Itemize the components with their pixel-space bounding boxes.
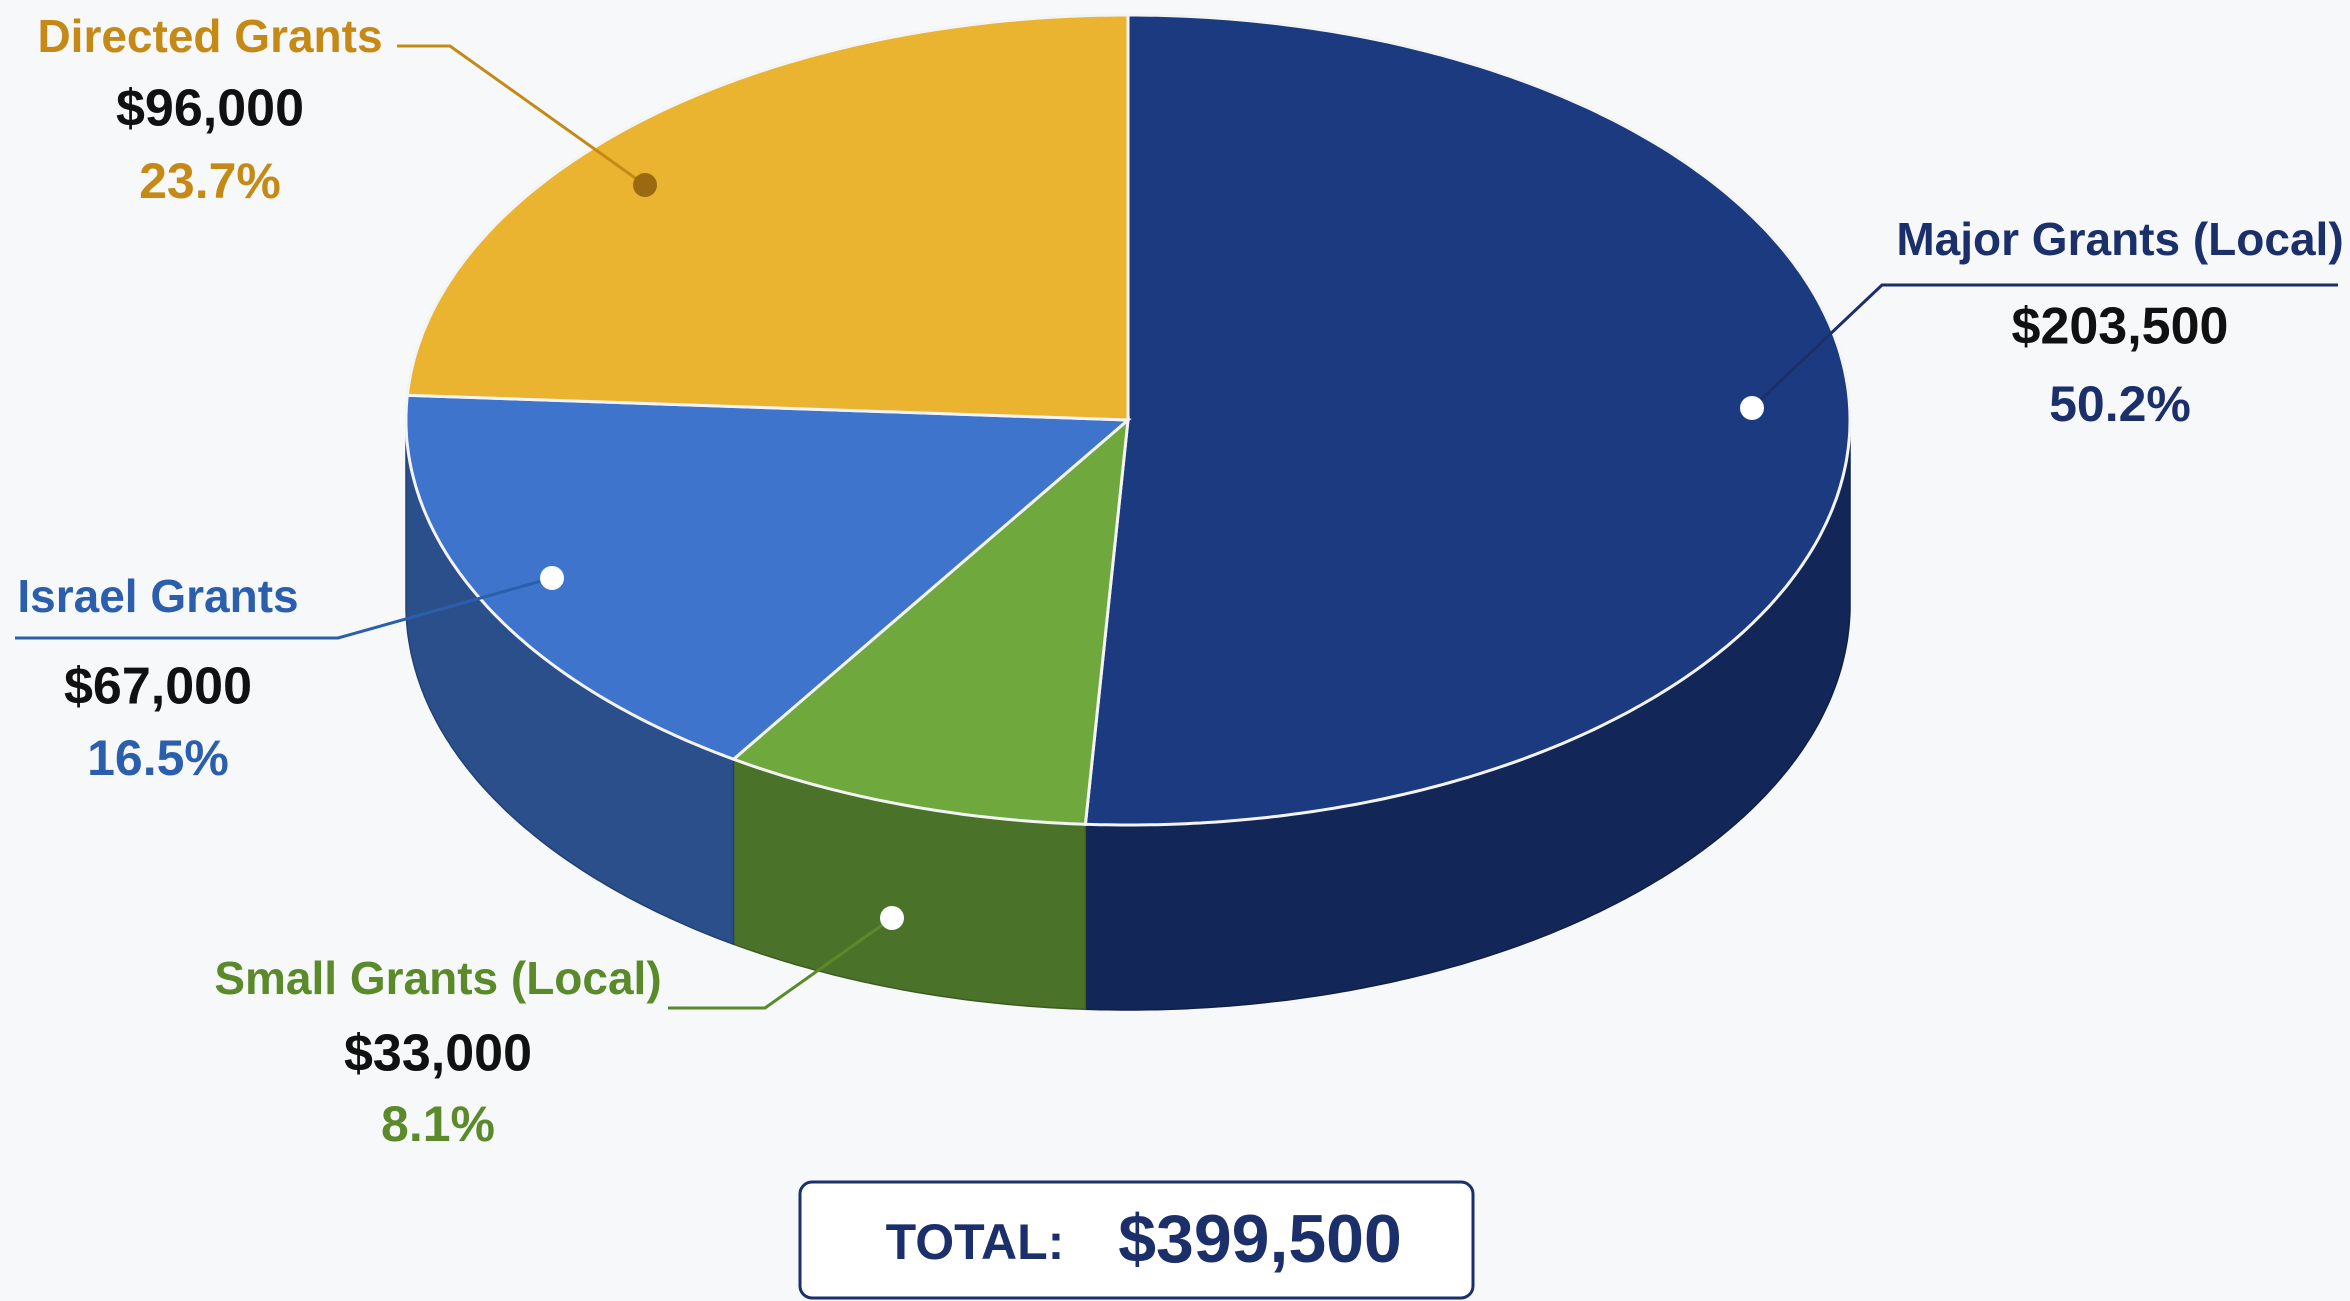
slice xyxy=(730,416,1130,826)
leader-line xyxy=(15,576,553,640)
total-box xyxy=(798,1180,1475,1300)
leader-dot xyxy=(540,566,564,590)
leader-line xyxy=(397,44,646,187)
slice-value: $203,500 xyxy=(2012,298,2229,356)
slice xyxy=(404,393,1132,761)
slice-name: Small Grants (Local) xyxy=(214,952,661,1004)
leader-dot xyxy=(880,906,904,930)
total-text: TOTAL: xyxy=(886,1214,1065,1270)
slice xyxy=(405,13,1130,422)
slice xyxy=(1083,13,1852,827)
slice-percent: 8.1% xyxy=(381,1096,495,1152)
slice-name: Directed Grants xyxy=(37,10,382,62)
slice-percent: 50.2% xyxy=(2049,376,2191,432)
leader-line xyxy=(668,916,893,1010)
leader-line xyxy=(1750,283,2338,410)
slice-value: $33,000 xyxy=(344,1025,532,1083)
slice-value: $67,000 xyxy=(64,658,252,716)
slice-value: $96,000 xyxy=(116,80,304,138)
slice-percent: 16.5% xyxy=(87,730,229,786)
slice-name: Israel Grants xyxy=(17,570,298,622)
slice-percent: 23.7% xyxy=(139,153,281,209)
slice-name: Major Grants (Local) xyxy=(1896,213,2343,265)
leader-dot xyxy=(633,173,657,197)
leader-dot xyxy=(1740,396,1764,420)
total-value: $399,500 xyxy=(1118,1201,1402,1277)
